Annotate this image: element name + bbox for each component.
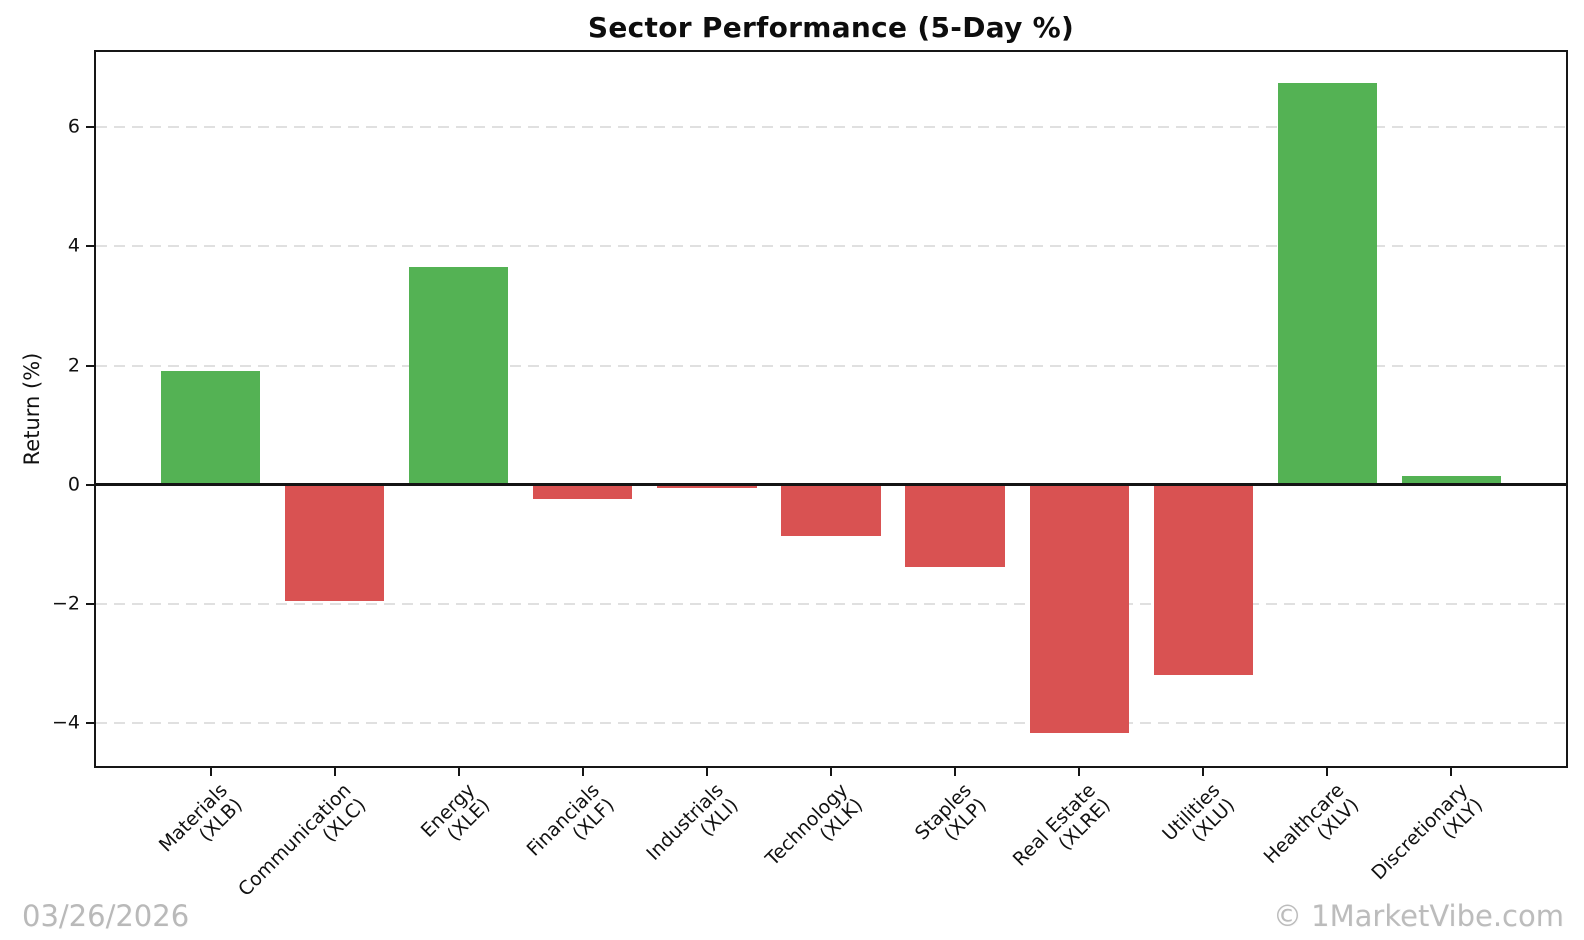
x-tick-label-financials: Financials (XLF) — [522, 779, 619, 861]
bar-industrials — [657, 484, 757, 488]
x-tick-label-discretionary: Discretionary (XLY) — [1367, 779, 1488, 885]
y-tick-2 — [86, 364, 94, 367]
bar-financials — [533, 484, 633, 499]
footer-date: 03/26/2026 — [22, 899, 190, 933]
x-tick-1 — [333, 768, 336, 776]
x-tick-8 — [1202, 768, 1205, 776]
gridline-y-2 — [96, 602, 1566, 605]
y-tick--4 — [86, 721, 94, 724]
gridline-y-4 — [96, 721, 1566, 724]
x-tick-5 — [830, 768, 832, 776]
y-tick-label--2: −2 — [51, 592, 80, 615]
gridline-y6 — [96, 126, 1566, 129]
x-tick-label-technology: Technology (XLK) — [761, 779, 867, 871]
x-tick-label-real-estate: Real Estate (XLRE) — [1008, 779, 1116, 871]
bar-healthcare — [1277, 82, 1377, 485]
x-tick-7 — [1078, 768, 1081, 776]
bar-energy — [409, 266, 509, 485]
y-tick-4 — [86, 245, 94, 248]
gridline-y2 — [96, 364, 1566, 367]
zero-line — [94, 483, 1568, 486]
chart-title: Sector Performance (5-Day %) — [587, 11, 1075, 44]
x-tick-3 — [581, 768, 584, 776]
y-tick-label-0: 0 — [67, 473, 80, 496]
y-tick-6 — [86, 126, 94, 129]
x-tick-9 — [1326, 768, 1329, 776]
x-tick-label-utilities: Utilities (XLU) — [1157, 779, 1240, 847]
bar-communication — [285, 484, 385, 601]
x-tick-10 — [1450, 768, 1453, 776]
x-tick-label-healthcare: Healthcare (XLV) — [1259, 779, 1364, 869]
bar-discretionary — [1401, 476, 1501, 485]
y-tick-label-2: 2 — [67, 354, 80, 377]
bar-utilities — [1153, 484, 1253, 676]
y-axis-label: Return (%) — [20, 352, 44, 466]
x-tick-6 — [954, 768, 957, 776]
y-tick--2 — [86, 602, 94, 605]
y-tick-label--4: −4 — [51, 711, 80, 734]
footer-credit: © 1MarketVibe.com — [1272, 899, 1564, 933]
gridline-y4 — [96, 245, 1566, 248]
x-tick-label-materials: Materials (XLB) — [154, 779, 247, 857]
y-tick-0 — [86, 483, 94, 486]
bar-technology — [781, 484, 881, 536]
y-tick-label-6: 6 — [67, 115, 80, 138]
x-tick-4 — [705, 768, 708, 776]
bar-staples — [905, 484, 1005, 567]
x-tick-label-industrials: Industrials (XLI) — [642, 779, 743, 865]
x-tick-label-communication: Communication (XLC) — [234, 779, 371, 901]
x-tick-label-staples: Staples (XLP) — [910, 779, 991, 846]
bar-materials — [161, 370, 261, 485]
x-tick-2 — [457, 768, 460, 776]
y-tick-label-4: 4 — [67, 235, 80, 258]
x-tick-0 — [209, 768, 212, 776]
bar-real-estate — [1029, 484, 1129, 733]
x-tick-label-energy: Energy (XLE) — [417, 779, 495, 846]
